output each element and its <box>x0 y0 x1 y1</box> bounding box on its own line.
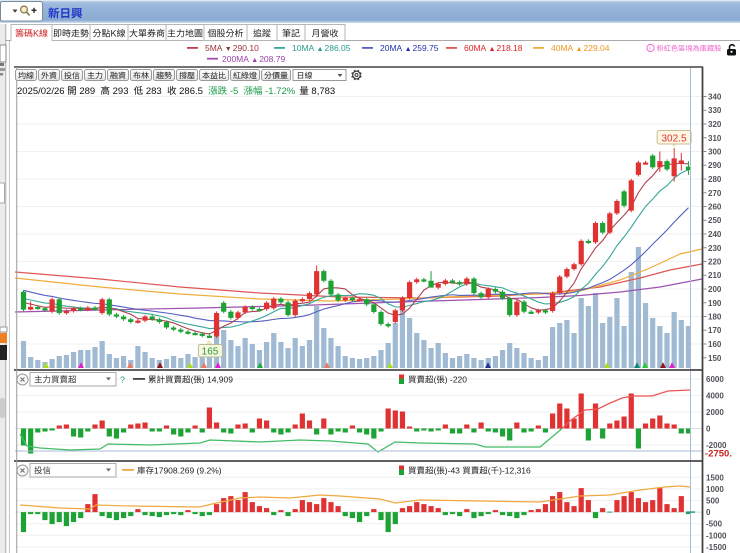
svg-text:286.05: 286.05 <box>325 43 351 53</box>
svg-text:160: 160 <box>708 340 722 349</box>
svg-text:6000: 6000 <box>706 375 724 384</box>
svg-text:17908.269 (9.2%): 17908.269 (9.2%) <box>154 466 222 476</box>
svg-text:302.5: 302.5 <box>661 134 686 145</box>
svg-text:259.75: 259.75 <box>413 43 439 53</box>
svg-text:340: 340 <box>708 93 722 102</box>
svg-text:-5: -5 <box>227 86 243 97</box>
svg-text:60MA: 60MA <box>464 43 489 53</box>
svg-text:(: ( <box>488 466 491 476</box>
svg-text:300: 300 <box>708 148 722 157</box>
svg-text:5MA: 5MA <box>205 43 225 53</box>
svg-text:40MA: 40MA <box>551 43 576 53</box>
svg-text:1500: 1500 <box>706 473 724 482</box>
svg-text:▲: ▲ <box>405 46 412 53</box>
svg-text:(: ( <box>191 375 194 385</box>
svg-text:170: 170 <box>708 326 722 335</box>
svg-text:165: 165 <box>202 347 219 358</box>
svg-text:-500: -500 <box>706 520 723 529</box>
svg-text:320: 320 <box>708 120 722 129</box>
svg-text:200: 200 <box>708 285 722 294</box>
svg-text:K: K <box>33 29 39 39</box>
svg-text:270: 270 <box>708 189 722 198</box>
svg-text:-1.72%: -1.72% <box>263 86 296 97</box>
svg-text:500: 500 <box>706 497 720 506</box>
svg-text:2000: 2000 <box>706 408 724 417</box>
svg-text:260: 260 <box>708 203 722 212</box>
svg-text:180: 180 <box>708 313 722 322</box>
svg-text:150: 150 <box>708 354 722 363</box>
svg-text:310: 310 <box>708 134 722 143</box>
svg-text:-1000: -1000 <box>706 531 727 540</box>
svg-text:▲: ▲ <box>576 46 583 53</box>
svg-text:283: 283 <box>143 86 167 97</box>
svg-text:330: 330 <box>708 106 722 115</box>
svg-text:) -220: ) -220 <box>445 375 467 385</box>
svg-text:-2000: -2000 <box>706 441 727 450</box>
svg-text:293: 293 <box>110 86 134 97</box>
svg-text:10MA: 10MA <box>292 43 317 53</box>
svg-text:-1500: -1500 <box>706 543 727 552</box>
svg-text:290.10: 290.10 <box>233 43 259 53</box>
svg-text:▲: ▲ <box>251 57 258 64</box>
svg-text:20MA: 20MA <box>380 43 405 53</box>
svg-text:1000: 1000 <box>706 485 724 494</box>
svg-text:250: 250 <box>708 216 722 225</box>
svg-text:208.79: 208.79 <box>259 54 285 64</box>
svg-text:220: 220 <box>708 258 722 267</box>
svg-text:i: i <box>649 46 650 53</box>
svg-text:(: ( <box>434 375 437 385</box>
svg-text:230: 230 <box>708 244 722 253</box>
svg-text:?: ? <box>120 375 125 385</box>
svg-text:2025/02/26: 2025/02/26 <box>17 86 67 97</box>
svg-text:240: 240 <box>708 230 722 239</box>
svg-text:▼: ▼ <box>225 46 232 53</box>
svg-text:289: 289 <box>77 86 101 97</box>
svg-text:218.18: 218.18 <box>497 43 523 53</box>
svg-text:)-43: )-43 <box>445 466 462 476</box>
svg-text:) 14,909: ) 14,909 <box>202 375 233 385</box>
svg-text:(: ( <box>434 466 437 476</box>
svg-text:)-12,316: )-12,316 <box>499 466 531 476</box>
svg-text:280: 280 <box>708 175 722 184</box>
svg-text:▲: ▲ <box>489 46 496 53</box>
svg-text:8,783: 8,783 <box>309 86 335 97</box>
svg-text:▲: ▲ <box>317 46 324 53</box>
svg-text:0: 0 <box>706 425 711 434</box>
svg-text:4000: 4000 <box>706 392 724 401</box>
svg-text:229.04: 229.04 <box>584 43 610 53</box>
svg-text:286.5: 286.5 <box>177 86 209 97</box>
svg-text:0: 0 <box>706 508 711 517</box>
svg-text:190: 190 <box>708 299 722 308</box>
svg-text:200MA: 200MA <box>222 54 251 64</box>
svg-text:K: K <box>111 29 117 39</box>
svg-text:-2750.: -2750. <box>705 449 732 460</box>
svg-text:210: 210 <box>708 271 722 280</box>
svg-text:290: 290 <box>708 161 722 170</box>
